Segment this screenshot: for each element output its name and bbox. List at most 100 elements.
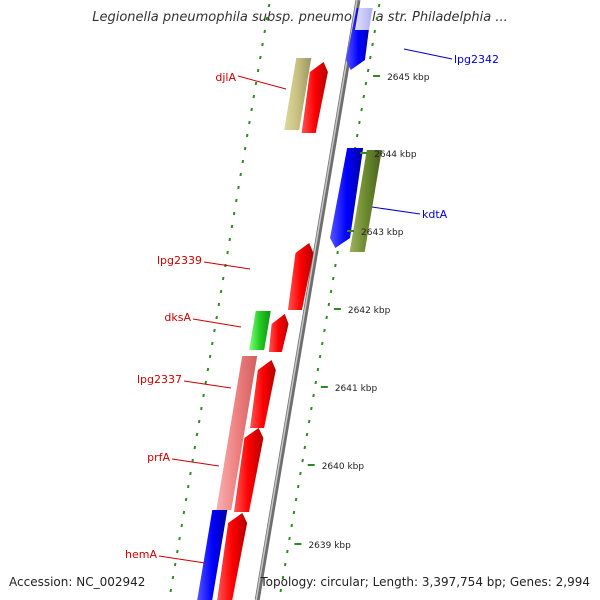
gene-label-leader-djla (237, 75, 287, 90)
dotted-ring-mark (237, 185, 240, 190)
gene-label-leader-dksa (192, 318, 242, 328)
dotted-ring-mark (243, 146, 247, 151)
dotted-ring-mark (299, 471, 302, 476)
dotted-ring-mark (369, 55, 372, 60)
gene-label-kdta[interactable]: kdtA (422, 208, 448, 221)
dotted-ring-mark (279, 588, 283, 593)
dotted-ring-mark (323, 328, 326, 333)
dotted-ring-mark (200, 406, 203, 411)
dotted-ring-mark (250, 107, 253, 112)
gene-label-hema[interactable]: hemA (125, 548, 157, 561)
dotted-ring-mark (263, 29, 266, 34)
dotted-ring-mark (292, 510, 296, 515)
gene-arrow-hema (217, 513, 248, 600)
dotted-ring-mark (197, 419, 201, 424)
dotted-ring-mark (252, 94, 256, 99)
dotted-ring-mark (217, 302, 221, 307)
dotted-ring-mark (283, 562, 287, 567)
dotted-ring-mark (336, 250, 339, 255)
gene-label-leader-lpg2337 (183, 380, 232, 389)
dotted-ring-mark (334, 263, 337, 268)
dotted-ring-mark (208, 354, 212, 359)
genome-backbone (254, 0, 361, 600)
accession-text: Accession: NC_002942 (9, 575, 146, 589)
axis-tick-label: 2641 kbp (335, 384, 378, 394)
axis-ticks: 2645 kbp 2644 kbp 2643 kbp 2642 kbp 2641 kbp… (294, 73, 430, 551)
dotted-ring-mark (358, 120, 361, 125)
dotted-ring-mark (193, 445, 197, 450)
gene-label-djla[interactable]: djlA (215, 71, 236, 84)
dotted-ring-mark (176, 549, 179, 554)
dotted-ring-mark (232, 211, 236, 216)
dotted-ring-mark (312, 393, 315, 398)
axis-tick-label: 2644 kbp (374, 150, 417, 160)
gene-label-leader-prfa (171, 458, 220, 467)
gene-block-djla-pair (284, 58, 312, 130)
backbone-line (254, 0, 361, 600)
dotted-ring-mark (265, 16, 269, 21)
dotted-ring-mark (259, 55, 262, 60)
gene-arrow-dksa (268, 314, 289, 352)
dotted-ring-mark (245, 133, 249, 138)
dotted-ring-mark (256, 68, 260, 73)
gene-block-lpg2342-pale (354, 8, 373, 30)
gene-arrow-lpg2337 (250, 360, 276, 428)
dotted-ring-mark (310, 406, 313, 411)
axis-tick-label: 2640 kbp (322, 462, 365, 472)
dotted-ring-mark (195, 432, 199, 437)
gene-label-leader-lpg2342 (403, 48, 453, 60)
dotted-ring-mark (366, 68, 370, 73)
dotted-ring-mark (301, 458, 304, 463)
dotted-ring-mark (355, 133, 359, 138)
axis-tick-label: 2642 kbp (348, 306, 391, 316)
dotted-ring-mark (318, 354, 322, 359)
gene-label-dksa[interactable]: dksA (164, 311, 191, 324)
gene-arrow-prfa (233, 428, 264, 512)
gene-arrow-lpg2339 (287, 243, 314, 310)
dotted-ring-mark (191, 458, 194, 463)
dotted-ring-mark (235, 198, 238, 203)
dotted-ring-mark (202, 393, 205, 398)
dotted-ring-mark (331, 276, 335, 281)
dotted-ring-mark (215, 315, 218, 320)
dotted-ring-mark (221, 276, 225, 281)
dotted-ring-mark (180, 523, 183, 528)
gene-block-lpg2337-pink (216, 356, 258, 510)
gene-label-lpg2342[interactable]: lpg2342 (454, 53, 499, 66)
gene-label-lpg2337[interactable]: lpg2337 (137, 373, 182, 386)
dotted-ring-mark (377, 3, 381, 8)
dotted-ring-mark (290, 523, 293, 528)
dotted-ring-mark (371, 42, 374, 47)
dotted-ring-mark (316, 367, 320, 372)
axis-tick-label: 2639 kbp (308, 541, 351, 551)
gene-arrow-kdta (330, 148, 364, 248)
gene-label-prfa[interactable]: prfA (147, 451, 170, 464)
dotted-ring-mark (187, 484, 190, 489)
dotted-ring-mark (314, 380, 317, 385)
dotted-ring-mark (226, 250, 229, 255)
gene-block-hema-blue (197, 510, 228, 600)
dotted-ring-mark (307, 419, 311, 424)
dotted-ring-mark (228, 237, 232, 242)
backbone-highlight (255, 0, 358, 600)
topology-summary-text: Topology: circular; Length: 3,397,754 bp… (260, 575, 590, 589)
dotted-ring-mark (254, 81, 258, 86)
dotted-ring-mark (267, 3, 271, 8)
dotted-ring-mark (219, 289, 223, 294)
dotted-ring-mark (189, 471, 192, 476)
gene-label-leader-hema (158, 555, 206, 564)
dotted-ring-mark (288, 536, 291, 541)
map-title: Legionella pneumophila subsp. pneumophil… (92, 10, 508, 25)
gene-features (197, 8, 382, 600)
dotted-ring-mark (184, 497, 188, 502)
gene-label-leader-lpg2339 (203, 261, 251, 270)
gene-arrow-djla-forward (301, 62, 328, 133)
dotted-ring-mark (248, 120, 251, 125)
gene-block-dksa (249, 311, 271, 350)
dotted-ring-mark (206, 367, 210, 372)
gene-label-lpg2339[interactable]: lpg2339 (157, 254, 202, 267)
dotted-ring-mark (204, 380, 207, 385)
gene-label-leader-kdta (371, 206, 421, 215)
dotted-ring-mark (171, 575, 175, 580)
